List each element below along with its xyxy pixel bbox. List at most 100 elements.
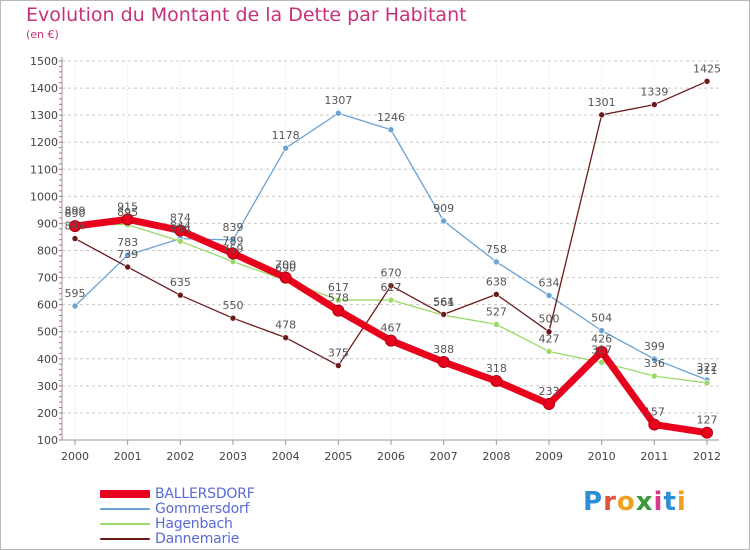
legend-item-gommersdorf: Gommersdorf xyxy=(100,501,255,517)
data-label-ballersdorf: 233 xyxy=(539,385,560,398)
legend-swatch xyxy=(100,537,150,540)
data-label-dannemarie: 844 xyxy=(65,220,86,233)
data-label-dannemarie: 1301 xyxy=(588,96,616,109)
y-tick-label: 700 xyxy=(37,272,58,285)
data-label-ballersdorf: 700 xyxy=(275,259,296,272)
data-label-ballersdorf: 318 xyxy=(486,362,507,375)
data-point-gommersdorf xyxy=(387,126,395,134)
data-point-dannemarie xyxy=(440,311,447,318)
y-tick-label: 200 xyxy=(37,407,58,420)
chart-title: Evolution du Montant de la Dette par Hab… xyxy=(26,4,467,26)
data-point-gommersdorf xyxy=(335,109,342,117)
data-point-dannemarie xyxy=(177,291,184,299)
x-tick-label: 2000 xyxy=(61,450,89,463)
data-label-gommersdorf: 844 xyxy=(170,220,191,233)
data-label-gommersdorf: 634 xyxy=(539,276,560,289)
data-point-hagenbach xyxy=(229,258,237,265)
data-point-hagenbach xyxy=(387,296,395,304)
data-label-gommersdorf: 909 xyxy=(433,202,454,215)
data-point-dannemarie xyxy=(282,334,289,341)
data-point-ballersdorf xyxy=(174,224,187,237)
data-label-hagenbach: 527 xyxy=(486,305,507,318)
legend-item-ballersdorf: BALLERSDORF xyxy=(100,485,255,502)
data-point-gommersdorf xyxy=(124,251,131,259)
series-layer xyxy=(69,78,713,439)
x-tick-label: 2006 xyxy=(377,450,405,463)
y-tick-label: 1500 xyxy=(30,55,58,68)
legend-label: Hagenbach xyxy=(155,515,233,532)
data-point-hagenbach xyxy=(177,237,184,245)
x-tick-label: 2009 xyxy=(535,450,563,463)
logo-letter: r xyxy=(603,487,617,517)
data-point-dannemarie xyxy=(703,78,711,85)
logo-letter: x xyxy=(635,487,654,517)
data-point-ballersdorf xyxy=(543,397,555,410)
data-label-gommersdorf: 758 xyxy=(486,243,507,256)
data-label-ballersdorf: 157 xyxy=(644,406,665,419)
axis-layer: 100 200 300 400 500 600 700 800 900 1000 1100 1200 1… xyxy=(30,55,721,463)
y-tick-label: 800 xyxy=(37,245,58,258)
data-label-dannemarie: 739 xyxy=(117,248,138,261)
data-label-ballersdorf: 388 xyxy=(433,343,454,356)
legend-label: BALLERSDORF xyxy=(155,485,255,502)
data-label-gommersdorf: 1307 xyxy=(324,94,352,107)
legend-item-dannemarie: Dannemarie xyxy=(100,531,255,547)
data-point-dannemarie xyxy=(229,314,237,322)
data-label-layer: 890 915 874 789 700 578 467 388 318 233 426 157 127 5… xyxy=(65,62,722,426)
y-tick-label: 500 xyxy=(37,326,58,339)
legend: BALLERSDORF Gommersdorf Hagenbach Dannemari… xyxy=(100,485,255,547)
data-point-hagenbach xyxy=(493,321,500,328)
data-label-dannemarie: 635 xyxy=(170,276,191,289)
data-label-dannemarie: 1425 xyxy=(693,62,721,75)
y-tick-label: 1200 xyxy=(30,136,58,149)
data-label-ballersdorf: 789 xyxy=(223,234,244,247)
data-point-hagenbach xyxy=(598,359,605,366)
x-tick-label: 2010 xyxy=(588,450,616,463)
legend-swatch xyxy=(100,489,150,498)
data-point-ballersdorf xyxy=(437,356,450,369)
data-label-hagenbach: 895 xyxy=(117,206,138,219)
data-label-dannemarie: 500 xyxy=(539,313,560,326)
data-point-ballersdorf xyxy=(701,426,713,439)
data-point-gommersdorf xyxy=(282,144,289,152)
logo-letter: P xyxy=(583,487,604,517)
y-tick-label: 600 xyxy=(37,299,58,312)
x-tick-label: 2012 xyxy=(693,450,721,463)
data-point-ballersdorf xyxy=(69,220,81,233)
y-tick-label: 1400 xyxy=(30,82,58,95)
data-label-hagenbach: 311 xyxy=(697,364,718,377)
data-label-dannemarie: 1339 xyxy=(640,86,668,99)
legend-swatch xyxy=(100,522,150,525)
data-label-gommersdorf: 1178 xyxy=(272,129,300,142)
data-label-gommersdorf: 504 xyxy=(591,312,612,325)
data-label-ballersdorf: 578 xyxy=(328,292,349,305)
data-point-gommersdorf xyxy=(229,236,237,244)
data-label-ballersdorf: 874 xyxy=(170,211,191,224)
data-point-dannemarie xyxy=(124,263,131,271)
data-label-dannemarie: 375 xyxy=(328,347,349,360)
data-label-gommersdorf: 399 xyxy=(644,340,665,353)
data-label-hagenbach: 899 xyxy=(65,205,86,218)
x-tick-label: 2002 xyxy=(166,450,194,463)
x-tick-label: 2005 xyxy=(324,450,352,463)
data-point-gommersdorf xyxy=(651,355,658,363)
data-point-ballersdorf xyxy=(279,271,292,284)
data-point-hagenbach xyxy=(545,348,553,355)
legend-swatch xyxy=(100,507,150,510)
data-label-gommersdorf: 783 xyxy=(117,236,138,249)
data-point-ballersdorf xyxy=(227,247,239,260)
data-label-dannemarie: 564 xyxy=(433,295,454,308)
data-label-gommersdorf: 839 xyxy=(223,221,244,234)
logo-letter: i xyxy=(676,487,687,517)
data-label-dannemarie: 478 xyxy=(275,319,296,332)
data-point-gommersdorf xyxy=(545,292,553,299)
logo-letter: t xyxy=(663,487,677,517)
data-label-ballersdorf: 890 xyxy=(65,207,86,220)
data-point-ballersdorf xyxy=(648,418,661,431)
y-tick-label: 1300 xyxy=(30,109,58,122)
data-label-dannemarie: 638 xyxy=(486,275,507,288)
data-point-dannemarie xyxy=(71,235,79,242)
x-tick-label: 2007 xyxy=(430,450,458,463)
y-tick-label: 900 xyxy=(37,217,58,230)
